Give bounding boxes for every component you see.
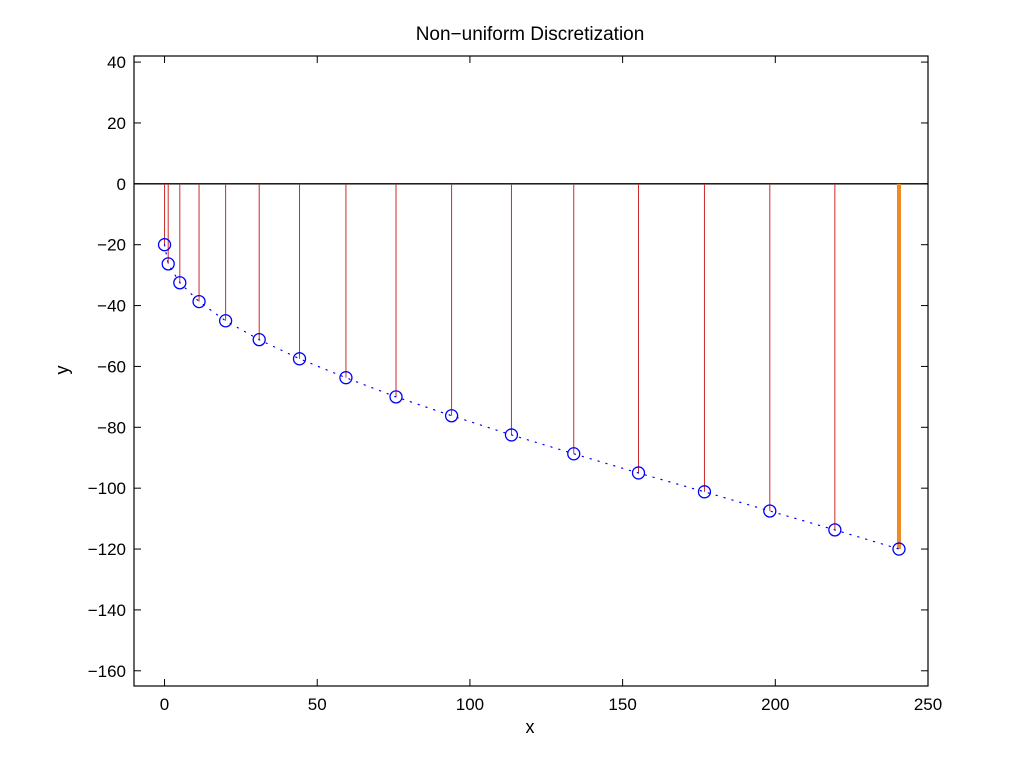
axes-box <box>133 55 929 687</box>
data-point <box>292 352 307 366</box>
data-point <box>161 257 175 271</box>
chart-title: Non−uniform Discretization <box>416 24 645 45</box>
data-point <box>389 390 403 404</box>
y-tick-label: −160 <box>88 662 126 681</box>
y-tick-label: −140 <box>88 601 126 620</box>
y-tick-label: 20 <box>107 114 126 133</box>
data-point <box>192 294 206 309</box>
data-point <box>157 238 172 252</box>
data-point <box>173 276 187 290</box>
data-point <box>339 371 353 385</box>
data-point <box>763 504 777 518</box>
x-tick-label: 0 <box>160 695 169 714</box>
y-tick-label: −100 <box>88 479 126 498</box>
y-tick-label: −20 <box>97 236 126 255</box>
x-tick-label: 200 <box>761 695 789 714</box>
x-axis-label: x <box>526 717 535 737</box>
data-point <box>504 428 519 442</box>
x-tick-label: 100 <box>456 695 484 714</box>
y-tick-label: −40 <box>97 297 126 316</box>
series-dotted-line <box>163 244 900 550</box>
x-tick-label: 50 <box>308 695 327 714</box>
y-tick-label: 0 <box>117 175 126 194</box>
y-tick-label: −120 <box>88 540 126 559</box>
plot-area: 0 50 100 150 200 25040200−20−40−60−80−100−120… <box>88 53 942 714</box>
y-tick-label: 40 <box>107 53 126 72</box>
data-point <box>444 409 459 423</box>
data-point <box>252 333 266 347</box>
y-tick-label: −80 <box>97 418 126 437</box>
data-point <box>892 542 906 556</box>
data-point <box>567 447 581 461</box>
data-point <box>218 314 233 328</box>
data-point <box>828 523 842 537</box>
data-point <box>631 466 646 480</box>
x-tick-label: 250 <box>914 695 942 714</box>
y-tick-label: −60 <box>97 357 126 376</box>
y-axis-label: y <box>52 366 72 375</box>
data-point <box>697 485 712 499</box>
x-tick-label: 150 <box>608 695 636 714</box>
